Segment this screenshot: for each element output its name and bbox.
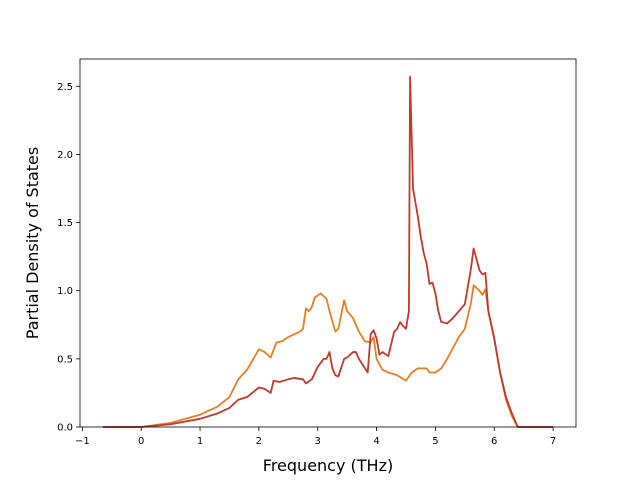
x-tick-label: 4 [373,436,379,447]
line-series [102,75,554,428]
x-tick-label: 7 [550,436,556,447]
line-series [102,284,554,428]
y-tick-label: 0.5 [57,354,73,365]
x-tick-label: 2 [256,436,262,447]
y-tick-label: 1.0 [57,286,73,297]
x-tick-label: 3 [315,436,321,447]
x-tick-label: 6 [491,436,497,447]
x-tick-label: 0 [138,436,144,447]
plot-area [80,59,576,427]
x-axis-label: Frequency (THz) [263,456,393,475]
y-tick-label: 2.5 [57,82,73,93]
x-tick-label: 5 [432,436,438,447]
y-tick-label: 1.5 [57,218,73,229]
x-tick-label: 1 [197,436,203,447]
axes-frame [79,58,577,428]
y-tick-label: 2.0 [57,150,73,161]
y-tick-label: 0.0 [57,423,73,434]
x-tick-label: −1 [75,436,90,447]
y-axis-label: Partial Density of States [23,147,42,339]
